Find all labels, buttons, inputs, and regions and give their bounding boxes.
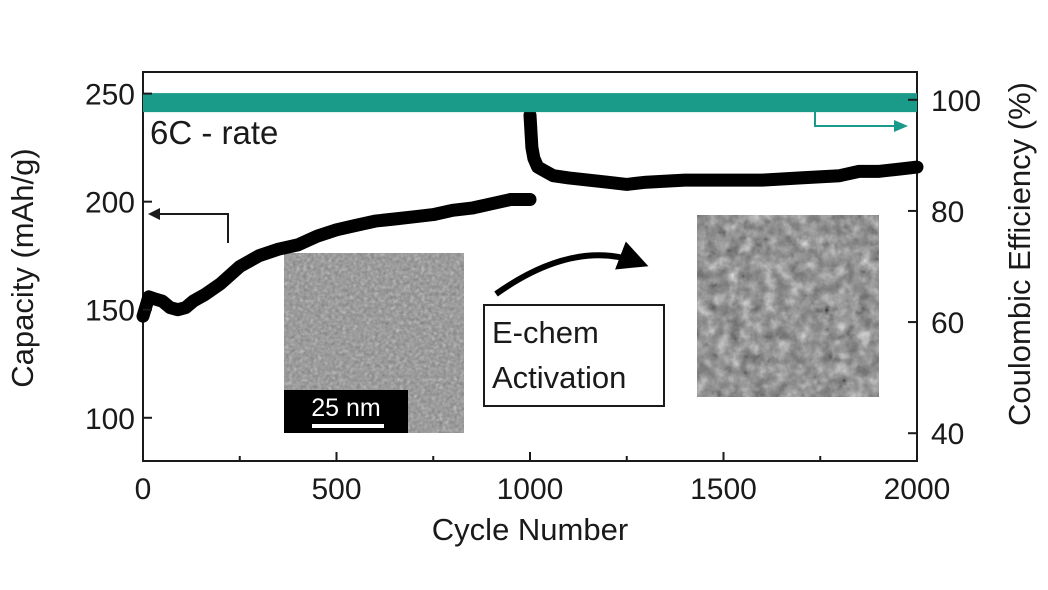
y-left-tick-label: 200 — [85, 187, 135, 220]
scale-bar: 25 nm — [284, 390, 408, 433]
rate-annotation: 6C - rate — [150, 114, 278, 151]
y-right-tick-label: 80 — [931, 196, 964, 229]
tem-image-after — [697, 215, 879, 397]
scale-bar-label: 25 nm — [311, 394, 380, 422]
capacity-series-segment-0 — [136, 193, 537, 323]
activation-box — [483, 304, 665, 407]
y-axis-left-title: Capacity (mAh/g) — [5, 148, 40, 387]
x-tick-label: 1500 — [690, 473, 757, 506]
capacity-series-segment-1 — [523, 108, 924, 191]
x-tick-label: 2000 — [884, 473, 951, 506]
y-left-tick-label: 250 — [85, 79, 135, 112]
x-tick-label: 0 — [135, 473, 152, 506]
left-axis-indicator-arrow — [152, 213, 229, 243]
activation-arrow — [494, 241, 649, 297]
x-tick-label: 500 — [311, 473, 361, 506]
left-axis-indicator-head — [148, 208, 160, 220]
series-layer — [136, 93, 924, 323]
x-axis-title: Cycle Number — [432, 512, 628, 547]
y-axis-right-title: Coulombic Efficiency (%) — [1002, 82, 1037, 426]
y-left-tick-label: 150 — [85, 295, 135, 328]
y-right-tick-label: 60 — [931, 307, 964, 340]
right-axis-indicator-arrow — [814, 110, 898, 127]
activation-label-line-1: E-chem — [492, 315, 599, 350]
y-right-tick-label: 40 — [931, 418, 964, 451]
y-right-tick-label: 100 — [931, 85, 981, 118]
tick-layer: 0 500 1000 1500 2000 100 150 200 250 40 60 80 100 — [85, 79, 981, 506]
right-axis-indicator-head — [894, 120, 908, 132]
activation-label-line-2: Activation — [492, 360, 626, 395]
y-left-tick-label: 100 — [85, 403, 135, 436]
x-tick-label: 1000 — [497, 473, 564, 506]
